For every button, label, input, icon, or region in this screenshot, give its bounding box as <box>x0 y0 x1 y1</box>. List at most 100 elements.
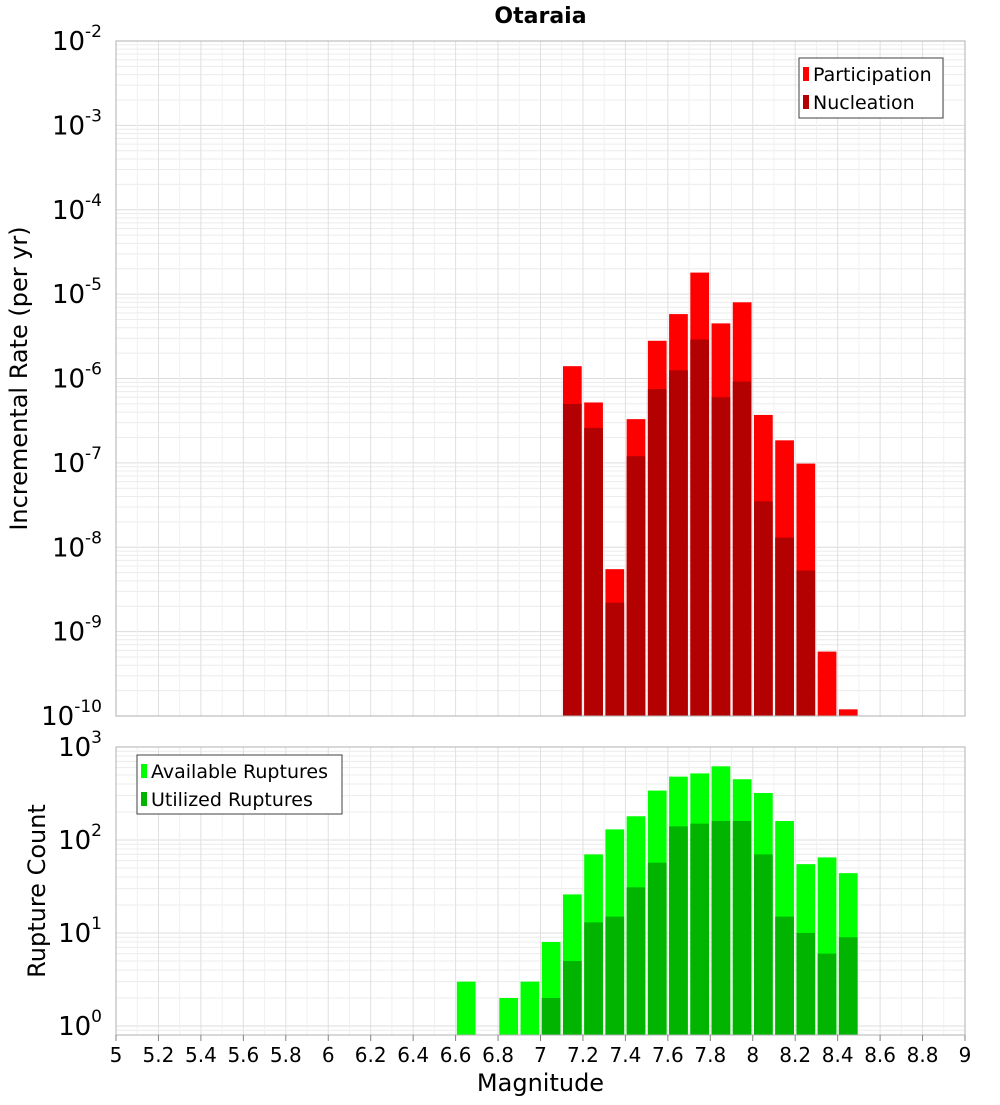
x-axis-label: Magnitude <box>477 1069 604 1097</box>
y-axis-label: Incremental Rate (per yr) <box>5 226 33 530</box>
legend-label: Available Ruptures <box>151 761 328 783</box>
y-tick-label: 10-7 <box>52 444 102 479</box>
bar-secondary <box>584 427 603 716</box>
y-tick-label: 103 <box>58 728 102 763</box>
bar-secondary <box>690 339 710 716</box>
x-tick-label: 6.4 <box>397 1043 429 1067</box>
y-tick-exponent: 1 <box>91 914 102 934</box>
bar-secondary <box>732 821 752 1035</box>
y-tick-exponent: 3 <box>91 728 102 748</box>
x-tick-label: 5.6 <box>227 1043 259 1067</box>
y-tick-exponent: -8 <box>85 528 102 548</box>
bar-secondary <box>732 381 752 716</box>
bar-secondary <box>669 826 688 1035</box>
legend-swatch <box>141 764 147 778</box>
x-tick-label: 7.8 <box>694 1043 726 1067</box>
y-tick-base: 10 <box>52 618 85 648</box>
x-tick-label: 5.2 <box>143 1043 175 1067</box>
y-tick-base: 10 <box>52 365 85 395</box>
y-tick-label: 10-10 <box>41 697 102 732</box>
x-tick-label: 8 <box>746 1043 759 1067</box>
x-tick-label: 7 <box>534 1043 547 1067</box>
x-tick-label: 5.8 <box>270 1043 302 1067</box>
legend-label: Participation <box>813 64 932 86</box>
x-tick-label: 9 <box>959 1043 972 1067</box>
y-tick-label: 10-6 <box>52 360 102 395</box>
legend-label: Nucleation <box>813 92 915 114</box>
y-tick-label: 10-5 <box>52 275 102 310</box>
y-tick-base: 10 <box>58 826 91 856</box>
bar-secondary <box>775 916 794 1035</box>
bar-primary <box>499 997 519 1035</box>
y-tick-exponent: -10 <box>74 697 102 717</box>
y-axis-label: Rupture Count <box>23 804 51 978</box>
x-tick-label: 8.8 <box>907 1043 939 1067</box>
y-tick-label: 10-8 <box>52 528 102 563</box>
y-tick-base: 10 <box>58 1012 91 1042</box>
bar-secondary <box>796 932 816 1035</box>
y-tick-label: 102 <box>58 821 102 856</box>
y-tick-exponent: -5 <box>85 275 102 295</box>
legend-swatch <box>803 67 809 81</box>
y-tick-base: 10 <box>52 533 85 563</box>
y-tick-label: 100 <box>58 1007 102 1042</box>
x-tick-label: 6.6 <box>440 1043 472 1067</box>
bar-secondary <box>711 397 731 716</box>
bar-secondary <box>584 922 603 1035</box>
legend-box <box>798 57 944 119</box>
legend-box <box>136 754 343 815</box>
y-tick-label: 10-3 <box>52 106 102 141</box>
bar-secondary <box>541 997 561 1035</box>
legend: Participation Nucleation <box>798 57 944 119</box>
bar-secondary <box>754 854 773 1035</box>
y-tick-base: 10 <box>52 449 85 479</box>
bar-secondary <box>838 937 858 1035</box>
legend-swatch <box>803 95 809 109</box>
legend-label: Utilized Ruptures <box>151 789 313 811</box>
y-tick-base: 10 <box>58 733 91 763</box>
y-tick-exponent: -3 <box>85 106 102 126</box>
plot-frame <box>115 40 966 717</box>
x-tick-label: 8.6 <box>864 1043 896 1067</box>
x-tick-label: 8.4 <box>822 1043 854 1067</box>
y-tick-label: 10-2 <box>52 22 102 57</box>
bar-secondary <box>690 823 710 1035</box>
bar-secondary <box>605 602 625 716</box>
x-tick-label: 7.4 <box>609 1043 641 1067</box>
bar-secondary <box>817 953 837 1035</box>
y-tick-exponent: -7 <box>85 444 102 464</box>
bar-secondary <box>562 960 582 1035</box>
y-tick-base: 10 <box>41 702 74 732</box>
bar-primary <box>838 709 858 716</box>
bar-secondary <box>562 403 582 716</box>
legend: Available Ruptures Utilized Ruptures <box>136 754 343 815</box>
y-tick-label: 10-9 <box>52 613 102 648</box>
panel-rate: 10-210-310-410-510-610-710-810-910-10Inc… <box>5 22 966 732</box>
y-tick-base: 10 <box>52 27 85 57</box>
x-tick-label: 6.8 <box>482 1043 514 1067</box>
bar-secondary <box>626 456 646 716</box>
bar-primary <box>520 981 540 1035</box>
bar-secondary <box>796 570 816 716</box>
legend-swatch <box>141 792 147 806</box>
bar-secondary <box>647 389 667 716</box>
x-tick-label: 5 <box>110 1043 123 1067</box>
bar-secondary <box>626 887 646 1035</box>
bar-primary <box>456 981 476 1035</box>
x-tick-label: 7.6 <box>652 1043 684 1067</box>
bar-secondary <box>754 501 773 716</box>
y-tick-label: 10-4 <box>52 191 102 226</box>
bar-secondary <box>605 916 625 1035</box>
bar-secondary <box>775 537 794 716</box>
y-tick-base: 10 <box>58 919 91 949</box>
y-tick-exponent: -2 <box>85 22 102 42</box>
y-tick-label: 101 <box>58 914 102 949</box>
x-tick-label: 7.2 <box>567 1043 599 1067</box>
y-tick-base: 10 <box>52 196 85 226</box>
y-tick-exponent: -6 <box>85 360 102 380</box>
chart-title: Otaraia <box>494 4 586 29</box>
x-tick-label: 8.2 <box>779 1043 811 1067</box>
